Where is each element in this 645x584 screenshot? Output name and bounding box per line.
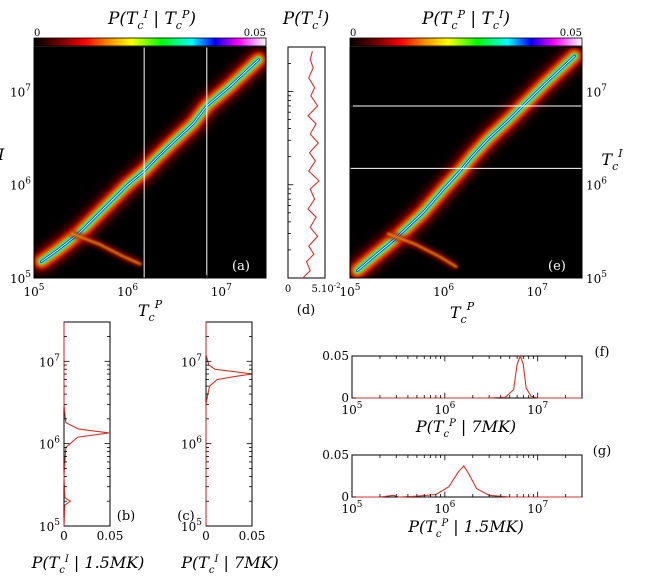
panel-b-xtick-label-1: 0.05 [97, 529, 124, 543]
panel-f-xtick-label-1: 106 [434, 401, 455, 417]
panel-e-ytick-label-1: 106 [586, 177, 607, 193]
panel-g-xtick-label-2: 107 [527, 500, 548, 516]
panel-c-xtick-label-1: 0.05 [239, 529, 266, 543]
panel-f-frame [351, 355, 583, 399]
panel-a-guide-lines [143, 47, 208, 278]
colorbar-left-title: P(TcI | TcP) [107, 8, 196, 32]
panel-a-ridge [34, 48, 266, 273]
colorbar-right-gradient [349, 37, 583, 47]
panel-b-ticks: 105 106 107 0 0.05 [39, 321, 124, 543]
panel-c-curve [205, 322, 253, 526]
panel-f-ticks: 105 106 107 0 0.05 [322, 349, 583, 417]
panel-e-ridge [350, 47, 582, 278]
panel-d-label: (d) [297, 303, 315, 318]
panel-b-ytick-label-1: 106 [39, 436, 60, 452]
panel-c-ticks: 105 106 107 0 0.05 [181, 321, 266, 543]
panel-f-ytick-label-0: 0 [341, 391, 349, 405]
panel-b-frame [63, 321, 111, 527]
colorbar-left-min: 0 [34, 28, 40, 39]
panel-e-label: (e) [548, 259, 566, 274]
panel-g-xlabel: P(TcP | 1.5MK) [407, 517, 524, 540]
panel-g-ticks: 105 106 107 0 0.05 [322, 448, 583, 516]
panel-a-xtick-label-0: 105 [23, 283, 44, 299]
panel-d-frame [287, 46, 326, 279]
panel-c-label: (c) [177, 509, 194, 524]
panel-e-xtick-label-0: 105 [339, 283, 360, 299]
panel-g: 105 106 107 0 0.05 (g) P(TcP | 1.5MK) [322, 444, 611, 540]
panel-c-xlabel: P(TcI | 7MK) [180, 553, 279, 576]
panel-g-xtick-label-0: 105 [341, 500, 362, 516]
panel-d-xtick-1: 5.10-2 [311, 282, 340, 295]
panel-c: 105 106 107 0 0.05 (c) P(TcI | 7MK) [177, 321, 279, 576]
panel-g-curve [352, 464, 582, 498]
panel-b-curve [63, 322, 110, 527]
panel-a-ytick-label-2: 107 [10, 83, 31, 99]
panel-g-ytick-label-0: 0 [341, 490, 349, 504]
panel-a-heatmap: (a) [33, 46, 267, 279]
panel-a-ylabel: I [0, 145, 5, 164]
panel-f-xtick-label-0: 105 [341, 401, 362, 417]
panel-f-ytick-label-1: 0.05 [322, 349, 349, 363]
panel-a-label: (a) [232, 259, 250, 274]
panel-c-ytick-label-0: 105 [181, 518, 202, 534]
panel-d-title: P(TcI) [282, 8, 330, 32]
panel-g-series [352, 464, 582, 498]
colorbar-right-title: P(TcP | TcI) [421, 8, 510, 32]
panel-b-ytick-label-2: 107 [39, 353, 60, 369]
panel-b-label: (b) [117, 509, 135, 524]
panel-d-xtick-0: 0 [285, 284, 291, 295]
panel-g-xtick-label-1: 106 [434, 500, 455, 516]
panel-a-xtick-label-1: 106 [117, 283, 138, 299]
panel-b: 105 106 107 0 0.05 (b) P(TcI | 1.5MK) [31, 321, 145, 576]
panel-b-xtick-label-0: 0 [60, 529, 68, 543]
colorbar-left-max: 0.05 [244, 28, 266, 39]
colorbar-right: P(TcP | TcI) 0 0.05 [349, 8, 583, 47]
panel-c-frame [205, 321, 253, 527]
panel-g-ytick-label-1: 0.05 [322, 448, 349, 462]
colorbar-left-gradient [33, 37, 267, 47]
panel-f-label: (f) [595, 345, 610, 360]
panel-e-heatmap: (e) [349, 46, 583, 279]
panel-e-xtick-label-1: 106 [433, 283, 454, 299]
panel-e-xlabel: TcP [450, 300, 475, 326]
panel-g-frame [351, 454, 583, 498]
panel-f-xtick-label-2: 107 [527, 401, 548, 417]
panel-g-label: (g) [593, 444, 611, 459]
panel-a-ytick-label-1: 106 [10, 177, 31, 193]
panel-e-secondary-branch-core [387, 232, 458, 269]
panel-b-ytick-label-0: 105 [39, 518, 60, 534]
panel-a-secondary-branch-core [71, 232, 142, 266]
panel-a-xlabel: TcP [138, 298, 163, 324]
panel-d: P(TcI) 0 5.10-2 (d) [282, 8, 341, 318]
panel-e-ridge-layer-6 [356, 55, 576, 272]
panel-d-curve [302, 51, 320, 279]
panel-e-guide-lines [350, 105, 582, 169]
panel-e-ytick-label-2: 107 [586, 83, 607, 99]
panel-d-series [288, 46, 320, 279]
panel-f: 105 106 107 0 0.05 (f) P(TcP | 7MK) [322, 345, 609, 440]
panel-c-ytick-label-1: 106 [181, 436, 202, 452]
heatmap-ticks: 105 106 107 105 106 107 105 106 107 105 106 107 [10, 46, 607, 299]
panel-c-ytick-label-2: 107 [181, 353, 202, 369]
panel-b-series [63, 322, 110, 527]
panel-c-series [205, 322, 253, 526]
panel-e-ytick-label-0: 105 [586, 270, 607, 286]
panel-a-ytick-label-0: 105 [10, 270, 31, 286]
colorbar-left: P(TcI | TcP) 0 0.05 [33, 8, 267, 47]
panel-b-xlabel: P(TcI | 1.5MK) [31, 553, 145, 576]
colorbar-right-max: 0.05 [560, 28, 582, 39]
panel-c-xtick-label-0: 0 [202, 529, 210, 543]
panel-e-xtick-label-2: 107 [527, 283, 548, 299]
colorbar-right-min: 0 [350, 28, 356, 39]
panel-f-xlabel: P(TcP | 7MK) [415, 417, 516, 440]
panel-e-ylabel: TcI [601, 147, 623, 173]
panel-a-xtick-label-2: 107 [211, 283, 232, 299]
